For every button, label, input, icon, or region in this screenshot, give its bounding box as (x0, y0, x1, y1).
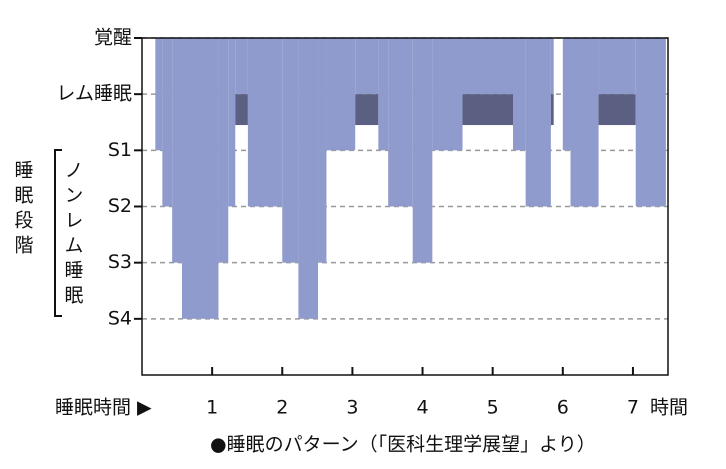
stage-segment (155, 38, 163, 151)
stage-segment (172, 38, 182, 263)
rem-segment (550, 94, 554, 126)
rem-segment (355, 94, 379, 126)
y-tick-label: S1 (108, 139, 132, 161)
stage-segment (513, 38, 526, 151)
x-tick-label: 6 (557, 397, 569, 419)
stage-segment (247, 38, 283, 207)
rem-segment (462, 94, 514, 126)
stage-segment (228, 38, 236, 207)
y-tick-label: S2 (108, 195, 132, 217)
stage-segment (326, 38, 356, 151)
stage-segment (355, 38, 379, 95)
plot-frame (141, 37, 669, 376)
stage-segment (282, 38, 299, 263)
rem-segment (235, 94, 248, 126)
x-tick-label: 7 (627, 397, 639, 419)
y-tick-label: S3 (108, 251, 132, 273)
source: ●睡眠のパターン（「医科生理学展望」より） (210, 434, 596, 456)
stage-segment (318, 38, 327, 263)
stage-segment (162, 38, 173, 207)
stage-segment (598, 38, 636, 95)
bracket (54, 149, 62, 317)
stage-segment (412, 38, 433, 263)
stage-segment (462, 38, 514, 95)
stage-segment (181, 38, 219, 319)
stage-segment (218, 38, 229, 263)
y-tick-label: レム睡眠 (56, 83, 132, 105)
x-tick-label: 1 (206, 397, 218, 419)
x-tick-label: 2 (276, 397, 288, 419)
stage-segment (635, 38, 666, 207)
x-unit-label: 時間 (650, 397, 688, 419)
group-label: 睡眠段階 (12, 160, 34, 260)
stage-segment (298, 38, 319, 319)
stage-segment (235, 38, 248, 95)
stage-segment (550, 38, 554, 95)
stage-segment (432, 38, 463, 151)
stage-segment (562, 38, 571, 151)
stage-segment (378, 38, 389, 151)
y-tick-label: S4 (108, 307, 132, 329)
stage-segment (525, 38, 551, 207)
x-tick-label: 3 (346, 397, 358, 419)
stage-segment (388, 38, 413, 207)
x-tick-label: 4 (416, 397, 428, 419)
stage-segment (570, 38, 599, 207)
x-tick-label: 5 (487, 397, 499, 419)
bracket-label: ノンレム睡眠 (62, 160, 84, 310)
x-axis-label: 睡眠時間 ▶ (55, 397, 152, 419)
rem-segment (598, 94, 636, 126)
y-tick-label: 覚醒 (94, 27, 132, 49)
